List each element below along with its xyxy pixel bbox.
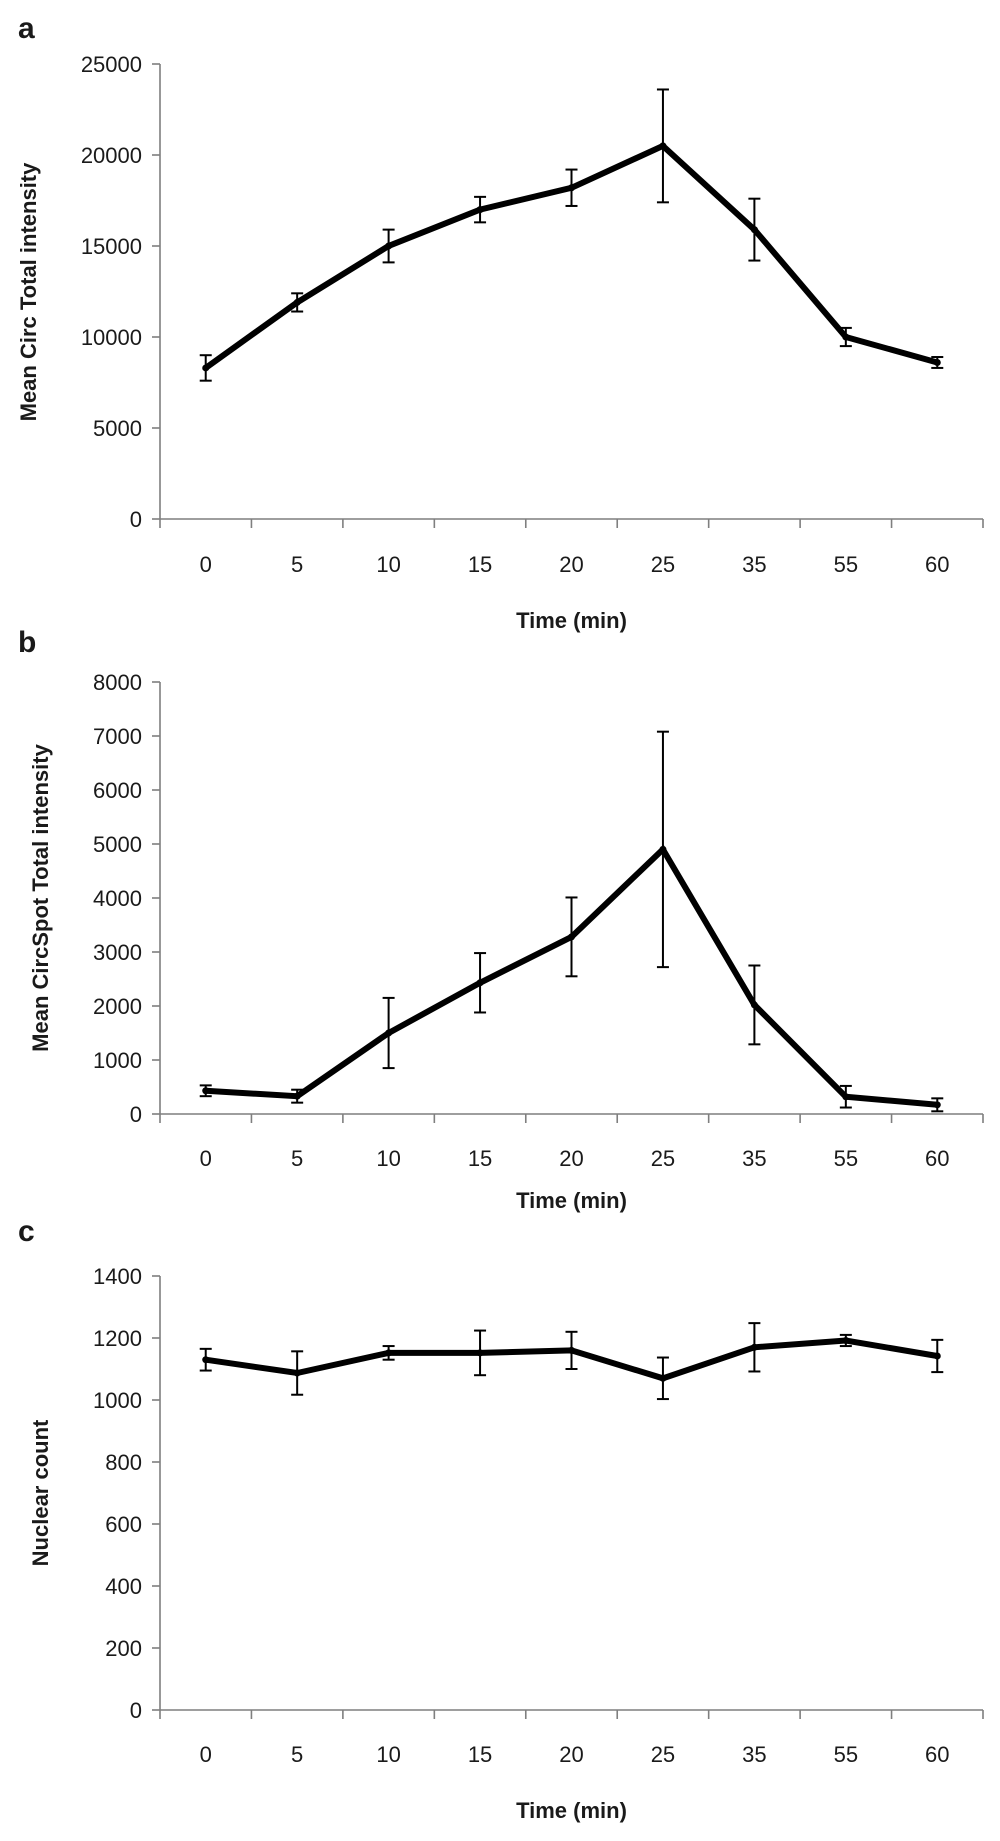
data-point (202, 364, 210, 372)
data-point (842, 1093, 850, 1101)
x-tick-label: 60 (925, 1742, 949, 1767)
y-tick-label: 600 (105, 1512, 142, 1537)
panel-label: c (18, 1215, 35, 1248)
y-tick-label: 0 (130, 507, 142, 532)
x-tick-label: 35 (742, 1146, 766, 1171)
chart-panel-a: a 0 5000 10000 15000 20000 25000 0 5 10 15 20 25 35 55… (16, 12, 984, 633)
y-tick-label: 800 (105, 1450, 142, 1475)
data-point (842, 1336, 850, 1344)
data-point (385, 1349, 393, 1357)
y-axis-title: Mean CircSpot Total intensity (28, 743, 53, 1051)
y-tick-label: 400 (105, 1574, 142, 1599)
data-point (385, 1029, 393, 1037)
x-tick-label: 25 (651, 1146, 675, 1171)
data-point (568, 933, 575, 941)
x-tick-label: 5 (291, 552, 303, 577)
x-tick-label: 60 (925, 1146, 949, 1171)
x-axis-title: Time (min) (516, 1188, 627, 1213)
x-tick-label: 55 (834, 1742, 858, 1767)
chart-panel-b: b 0 1000 2000 3000 4000 5000 6000 7000 8000 0 5 10 15… (18, 626, 984, 1213)
y-tick-label: 0 (130, 1698, 142, 1723)
y-tick-label: 8000 (93, 670, 142, 695)
x-tick-label: 15 (468, 1742, 492, 1767)
data-point (476, 979, 484, 987)
y-tick-label: 1000 (93, 1388, 142, 1413)
x-tick-label: 55 (834, 552, 858, 577)
data-point (568, 184, 575, 192)
data-point (842, 333, 850, 341)
x-tick-label: 10 (376, 1146, 400, 1171)
data-point (293, 1369, 301, 1377)
y-tick-label: 1400 (93, 1264, 142, 1289)
y-tick-label: 10000 (81, 325, 142, 350)
x-tick-label: 10 (376, 1742, 400, 1767)
x-tick-label: 0 (200, 1742, 212, 1767)
y-tick-label: 15000 (81, 234, 142, 259)
chart-panel-c: c 0 200 400 600 800 1000 1200 1400 0 5 10 15 20 25 35 55… (18, 1215, 984, 1823)
data-point (659, 1374, 667, 1382)
data-point (293, 298, 301, 306)
data-point (750, 1343, 758, 1351)
x-tick-label: 20 (559, 552, 583, 577)
x-tick-label: 35 (742, 1742, 766, 1767)
x-tick-label: 5 (291, 1146, 303, 1171)
data-point (659, 142, 667, 150)
y-tick-label: 200 (105, 1636, 142, 1661)
y-tick-label: 0 (130, 1102, 142, 1127)
y-tick-label: 3000 (93, 940, 142, 965)
y-tick-label: 5000 (93, 416, 142, 441)
x-tick-label: 0 (200, 552, 212, 577)
y-axis-title: Mean Circ Total intensity (16, 162, 41, 422)
data-point (385, 242, 393, 250)
y-tick-label: 7000 (93, 724, 142, 749)
y-tick-label: 6000 (93, 778, 142, 803)
y-tick-label: 25000 (81, 52, 142, 77)
data-point (933, 1352, 941, 1360)
data-point (476, 206, 484, 214)
data-point (659, 845, 667, 853)
data-point (933, 1101, 941, 1109)
data-point (202, 1087, 210, 1095)
x-tick-label: 15 (468, 1146, 492, 1171)
y-tick-label: 20000 (81, 143, 142, 168)
x-tick-label: 25 (651, 552, 675, 577)
panel-label: b (18, 626, 36, 659)
x-tick-label: 5 (291, 1742, 303, 1767)
x-tick-label: 35 (742, 552, 766, 577)
y-tick-label: 1000 (93, 1048, 142, 1073)
data-point (933, 358, 941, 366)
panel-label: a (18, 12, 35, 45)
x-axis-title: Time (min) (516, 608, 627, 633)
x-tick-label: 25 (651, 1742, 675, 1767)
x-tick-label: 0 (200, 1146, 212, 1171)
data-point (750, 226, 758, 234)
y-axis-title: Nuclear count (28, 1419, 53, 1566)
x-axis-title: Time (min) (516, 1798, 627, 1823)
y-tick-label: 1200 (93, 1326, 142, 1351)
data-point (202, 1356, 210, 1364)
data-point (476, 1349, 484, 1357)
y-tick-label: 4000 (93, 886, 142, 911)
data-point (750, 1001, 758, 1009)
y-tick-label: 2000 (93, 994, 142, 1019)
x-tick-label: 15 (468, 552, 492, 577)
y-tick-label: 5000 (93, 832, 142, 857)
data-point (293, 1092, 301, 1100)
x-tick-label: 10 (376, 552, 400, 577)
x-tick-label: 60 (925, 552, 949, 577)
x-tick-label: 55 (834, 1146, 858, 1171)
x-tick-label: 20 (559, 1742, 583, 1767)
data-point (568, 1346, 575, 1354)
x-tick-label: 20 (559, 1146, 583, 1171)
